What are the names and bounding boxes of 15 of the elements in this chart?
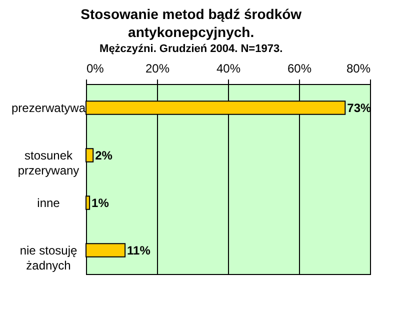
x-tick-label: 80% (346, 62, 371, 76)
y-tick-label: inne (37, 196, 60, 210)
y-tick-label: stosunek przerywany (18, 148, 80, 178)
data-label: 2% (95, 148, 113, 162)
x-tick-label: 60% (287, 62, 312, 76)
y-tick-label: prezerwatywa (11, 100, 86, 115)
chart-title: Stosowanie metod bądź środków antykonepcyjnych. (80, 6, 302, 40)
x-tick-label: 40% (216, 62, 241, 76)
x-tick-label: 0% (86, 62, 104, 76)
data-label: 1% (92, 196, 110, 210)
data-label: 73% (347, 100, 372, 115)
y-tick-label: nie stosuję żadnych (20, 243, 78, 272)
chart-subtitle: Mężczyźni. Grudzień 2004. N=1973. (100, 43, 283, 55)
x-tick-label: 20% (145, 62, 170, 76)
data-label: 11% (127, 243, 151, 258)
